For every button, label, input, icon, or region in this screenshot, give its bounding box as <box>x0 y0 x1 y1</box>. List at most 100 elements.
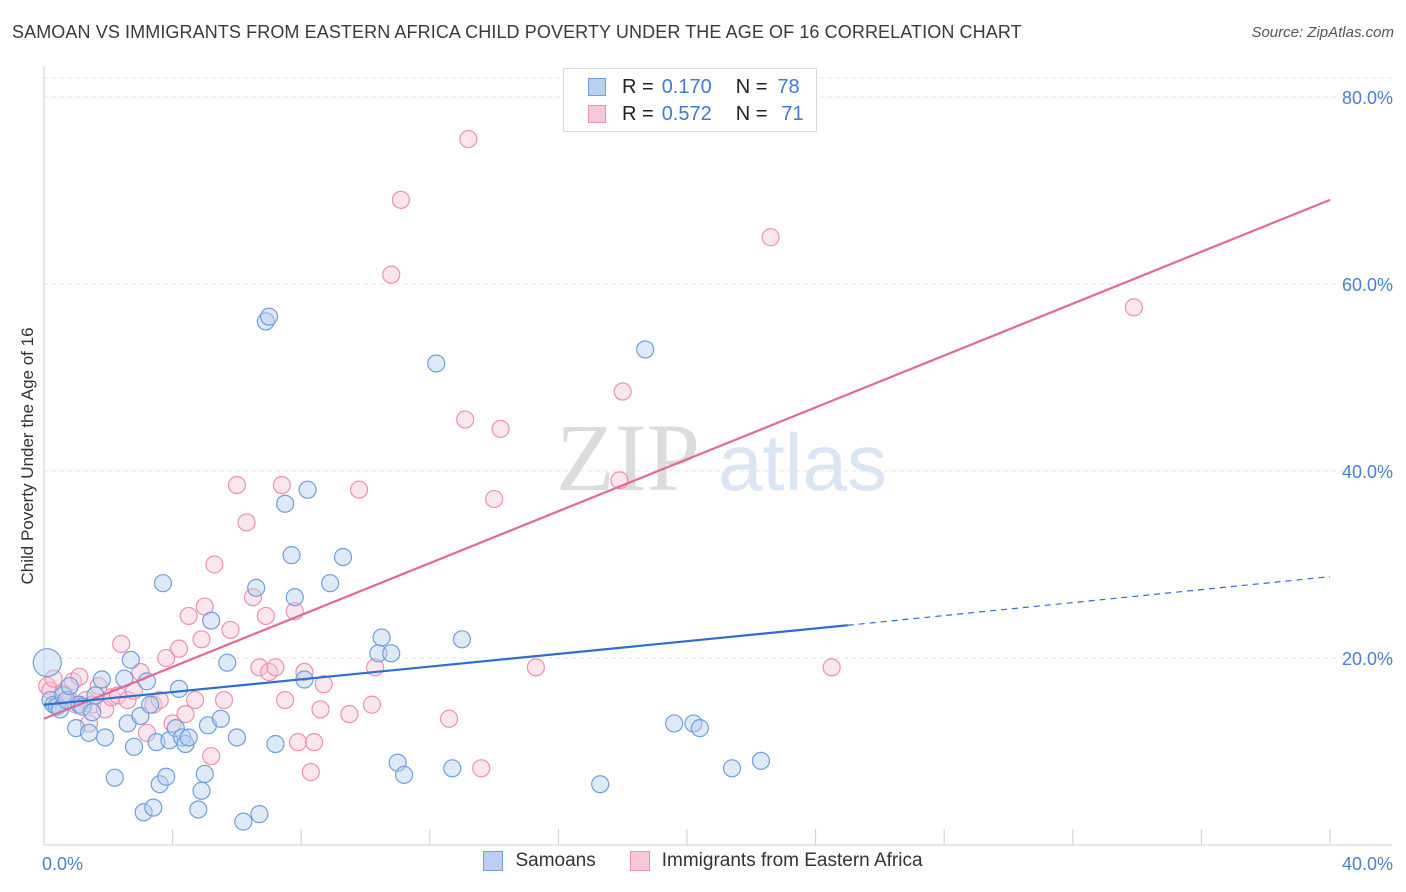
data-point-eastern-africa <box>304 733 324 752</box>
data-point-samoans <box>234 812 253 831</box>
y-tick-label: 20.0% <box>1342 649 1393 669</box>
data-point-eastern-africa <box>266 658 285 677</box>
data-point-samoans <box>157 767 176 786</box>
data-point-samoans <box>195 764 214 784</box>
data-point-samoans <box>333 547 353 567</box>
data-point-eastern-africa <box>137 723 156 742</box>
data-point-eastern-africa <box>176 704 195 724</box>
data-point-samoans <box>285 588 304 607</box>
data-point-eastern-africa <box>150 690 169 710</box>
bottom-legend-samoans: Samoans <box>483 850 596 872</box>
data-point-eastern-africa <box>391 190 410 209</box>
data-point-samoans <box>591 775 610 794</box>
data-point-eastern-africa <box>44 669 63 688</box>
data-point-samoans <box>140 695 160 714</box>
data-point-eastern-africa <box>205 555 224 574</box>
data-point-samoans <box>166 719 185 738</box>
data-point-samoans <box>192 781 211 800</box>
data-point-samoans <box>95 728 115 747</box>
data-point-samoans <box>227 728 246 747</box>
data-point-samoans <box>751 751 771 770</box>
data-point-eastern-africa <box>822 658 841 677</box>
trend-line-eastern-africa <box>43 198 1331 720</box>
legend-label-samoans: Samoans <box>515 850 596 871</box>
data-point-eastern-africa <box>472 759 491 778</box>
data-point-samoans <box>60 676 79 696</box>
legend-swatch-eastern-africa <box>588 105 606 123</box>
data-point-eastern-africa <box>439 709 459 728</box>
data-point-samoans <box>153 574 173 593</box>
data-point-eastern-africa <box>169 639 189 658</box>
x-tick-label: 40.0% <box>1342 854 1393 874</box>
data-point-samoans <box>443 759 462 778</box>
data-point-samoans <box>276 494 295 513</box>
legend-row-samoans: R = 0.170 N = 78 <box>588 75 800 99</box>
y-tick-label: 60.0% <box>1342 275 1393 295</box>
legend-n-value: 71 <box>781 102 804 125</box>
legend-r-value: 0.170 <box>661 75 712 98</box>
data-point-samoans <box>218 653 237 672</box>
y-axis-label: Child Poverty Under the Age of 16 <box>18 327 37 585</box>
data-point-samoans <box>247 578 266 597</box>
data-point-samoans <box>92 670 111 689</box>
data-point-eastern-africa <box>526 658 545 677</box>
data-point-eastern-africa <box>382 265 401 284</box>
data-point-eastern-africa <box>314 675 333 694</box>
trend-line-samoans <box>43 624 848 706</box>
data-point-samoans <box>105 768 124 787</box>
data-point-samoans <box>382 644 401 663</box>
bottom-legend: Samoans Immigrants from Eastern Africa <box>0 850 1406 872</box>
data-point-eastern-africa <box>1124 298 1143 317</box>
legend-n-label: N = <box>735 75 768 98</box>
data-point-samoans <box>189 800 208 819</box>
data-point-samoans <box>202 611 221 630</box>
data-point-eastern-africa <box>295 662 314 682</box>
series-samoans-points <box>32 307 771 831</box>
data-point-eastern-africa <box>186 690 205 710</box>
data-point-samoans <box>79 723 99 742</box>
legend-n-value: 78 <box>777 75 800 98</box>
data-point-samoans <box>134 803 153 822</box>
data-point-eastern-africa <box>613 382 632 401</box>
legend-box: R = 0.170 N = 78 R = 0.572 N = 71 <box>563 68 817 132</box>
chart-title: SAMOAN VS IMMIGRANTS FROM EASTERN AFRICA… <box>12 22 1022 42</box>
legend-swatch-eastern-africa <box>629 851 650 871</box>
legend-r-label: R = <box>622 102 654 125</box>
data-point-samoans <box>124 737 144 756</box>
data-point-samoans <box>211 709 230 728</box>
data-point-eastern-africa <box>491 419 510 439</box>
data-point-eastern-africa <box>202 747 221 766</box>
data-point-samoans <box>179 728 198 747</box>
data-point-samoans <box>83 703 102 722</box>
data-point-eastern-africa <box>192 630 211 649</box>
data-point-eastern-africa <box>221 620 240 640</box>
trend-line-samoans-extension <box>847 576 1331 626</box>
data-point-eastern-africa <box>288 733 308 752</box>
data-point-samoans <box>169 679 189 698</box>
data-point-samoans <box>250 805 269 824</box>
data-point-samoans <box>121 650 140 669</box>
watermark-atlas: atlas <box>718 418 887 507</box>
data-point-eastern-africa <box>362 695 382 714</box>
legend-swatch-samoans <box>588 78 606 96</box>
data-point-eastern-africa <box>459 129 478 149</box>
data-point-samoans <box>259 307 279 326</box>
data-point-eastern-africa <box>311 700 330 719</box>
data-point-eastern-africa <box>485 489 504 509</box>
data-point-samoans <box>282 546 301 565</box>
trend-lines <box>43 198 1331 720</box>
data-point-samoans <box>372 628 391 647</box>
data-point-eastern-africa <box>272 475 292 495</box>
data-point-eastern-africa <box>112 634 131 654</box>
data-point-samoans <box>150 775 169 794</box>
data-point-eastern-africa <box>340 704 359 724</box>
data-point-eastern-africa <box>157 648 176 668</box>
data-point-samoans <box>394 765 414 784</box>
data-point-eastern-africa <box>761 228 780 247</box>
data-point-eastern-africa <box>276 690 295 710</box>
legend-swatch-samoans <box>483 851 504 871</box>
legend-label-eastern-africa: Immigrants from Eastern Africa <box>661 850 923 871</box>
legend-row-eastern-africa: R = 0.572 N = 71 <box>588 102 804 126</box>
data-point-samoans <box>32 648 62 678</box>
data-point-samoans <box>452 630 472 649</box>
